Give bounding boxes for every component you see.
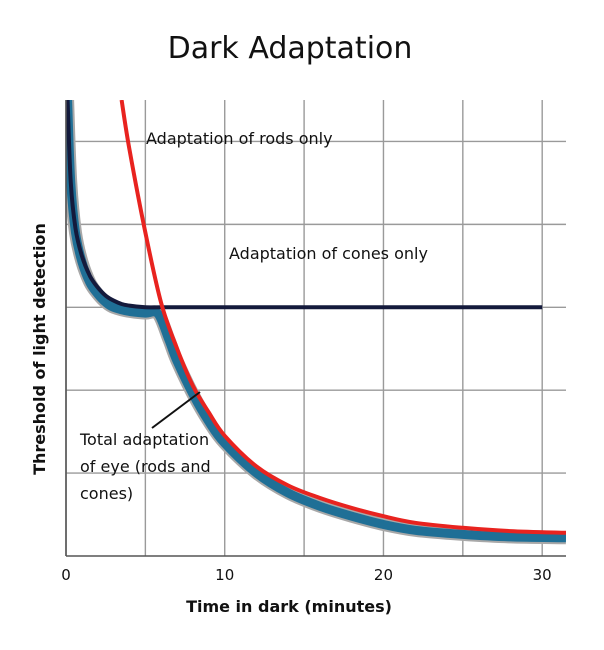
x-axis-label: Time in dark (minutes) <box>186 597 392 616</box>
grid <box>65 100 566 556</box>
x-tick-labels: 0 10 20 30 <box>61 566 552 584</box>
series-total-line <box>66 100 566 543</box>
annotation-total-line-1: Total adaptation <box>79 430 209 449</box>
series-group <box>66 100 566 545</box>
x-tick-label-1: 10 <box>215 566 234 584</box>
x-tick-label-0: 0 <box>61 566 71 584</box>
annotation-total-line-3: cones) <box>80 484 133 503</box>
x-tick-label-2: 20 <box>374 566 393 584</box>
annotation-total-leader-line <box>151 391 201 429</box>
y-axis-label: Threshold of light detection <box>30 223 49 475</box>
series-cones-line <box>66 100 543 310</box>
annotation-rods-only: Adaptation of rods only <box>146 129 333 148</box>
annotation-cones-only: Adaptation of cones only <box>229 244 428 263</box>
x-tick-label-3: 30 <box>533 566 552 584</box>
chart-title: Dark Adaptation <box>168 31 413 66</box>
annotation-total-line-2: of eye (rods and <box>80 457 211 476</box>
series-rods-line <box>119 100 566 535</box>
